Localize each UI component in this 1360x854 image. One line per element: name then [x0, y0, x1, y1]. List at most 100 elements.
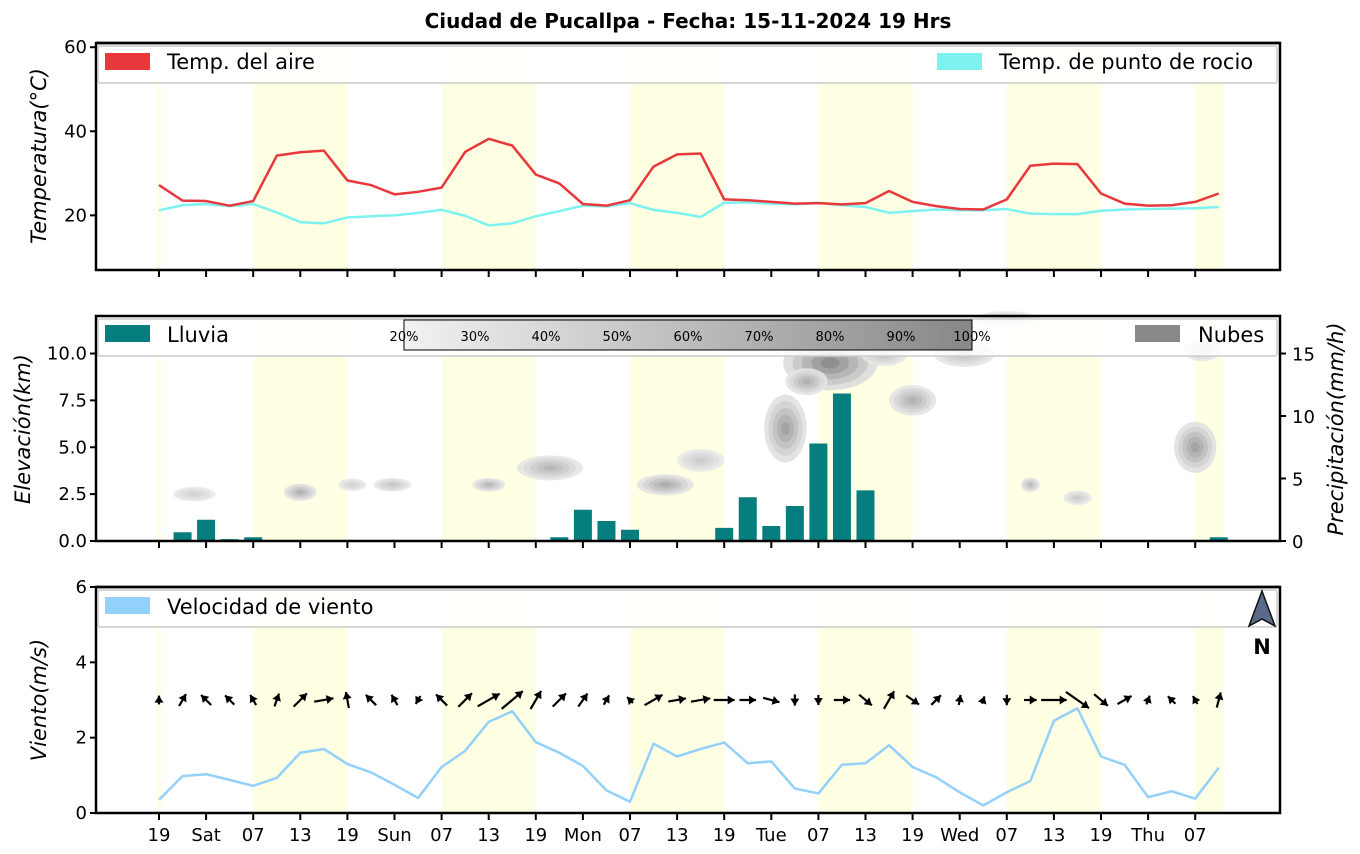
- wind-arrow-head: [1192, 696, 1201, 705]
- wind-arrow: [713, 695, 735, 705]
- y-tick-label: 60: [64, 37, 87, 58]
- wind-arrow: [1214, 692, 1224, 708]
- legend-label-rain: Lluvia: [167, 323, 229, 347]
- wind-arrow: [1116, 694, 1133, 706]
- chart-title: Ciudad de Pucallpa - Fecha: 15-11-2024 1…: [425, 9, 952, 33]
- cloud-contour: [659, 482, 671, 487]
- wind-arrow: [813, 694, 823, 706]
- wind-arrow-head: [977, 696, 987, 705]
- rain-bar: [832, 393, 851, 541]
- wind-arrow-head: [863, 697, 872, 706]
- wind-arrow-head: [790, 698, 800, 706]
- wind-arrow-head: [702, 695, 711, 704]
- wind-arrow: [690, 695, 711, 704]
- cloud-contour: [349, 483, 355, 487]
- wind-arrow-head: [1080, 700, 1090, 709]
- wind-arrow: [954, 694, 964, 706]
- wind-arrow-head: [910, 696, 920, 705]
- legend-swatch-rain: [105, 325, 150, 342]
- legend-box: [97, 45, 1278, 84]
- wind-arrow-head: [627, 697, 636, 706]
- wind-arrow: [1093, 693, 1109, 707]
- rain-bar: [573, 509, 592, 541]
- x-tick-label: 07: [995, 825, 1018, 846]
- wind-arrow-head: [225, 695, 234, 704]
- wind-arrow: [858, 693, 873, 707]
- cloud-scale-label: 40%: [532, 330, 561, 345]
- x-tick-label: 07: [619, 825, 642, 846]
- wind-arrow: [977, 696, 987, 705]
- rain-bar: [173, 532, 192, 541]
- wind-direction-arrows: [154, 690, 1224, 710]
- cloud-contour: [802, 378, 811, 385]
- wind-arrow: [626, 696, 636, 706]
- wind-arrow: [414, 695, 424, 705]
- wind-arrow-head: [298, 693, 307, 702]
- cloud-scale-label: 90%: [887, 330, 916, 345]
- temperature-panel: 20 40 60 Temp. del aire Temp. de punto de ro…: [27, 37, 1282, 277]
- rain-bar: [809, 443, 828, 541]
- wind-arrow: [577, 692, 589, 708]
- wind-arrow-head: [727, 695, 735, 705]
- y-tick-label: 7.5: [58, 390, 87, 411]
- legend-label-air: Temp. del aire: [166, 50, 315, 74]
- y-tick-label: 2: [76, 728, 87, 749]
- y-tick-label-right: 10: [1292, 407, 1315, 428]
- wind-arrow: [1167, 695, 1177, 705]
- temperature-series: [158, 137, 1220, 227]
- x-tick-label: 13: [289, 825, 312, 846]
- wind-arrow: [833, 695, 851, 705]
- cloud-contour: [1074, 496, 1081, 500]
- y-axis-label: Viento(m/s): [27, 639, 51, 761]
- y-axis-label: Temperatura(°C): [27, 68, 51, 244]
- x-tick-label: 19: [524, 825, 547, 846]
- wind-arrow-head: [1143, 695, 1152, 704]
- daytime-band: [157, 319, 161, 541]
- x-tick-label: 13: [854, 825, 877, 846]
- plot-frame: [94, 314, 1282, 543]
- y-tick-label: 10.0: [47, 344, 87, 365]
- wind-arrow: [790, 694, 800, 706]
- wind-arrow: [200, 694, 212, 706]
- x-tick-label: 13: [477, 825, 500, 846]
- wind-arrow-head: [932, 695, 941, 704]
- wind-arrow: [477, 692, 501, 708]
- north-arrow-shape: [1247, 588, 1277, 628]
- wind-arrow: [178, 693, 187, 707]
- x-tick-label: 19: [336, 825, 359, 846]
- cloud-contour: [190, 492, 199, 496]
- wind-arrow: [154, 695, 164, 705]
- rain-bar: [244, 537, 263, 541]
- wind-arrow-head: [1123, 695, 1132, 704]
- cloud-scale-label: 60%: [674, 330, 703, 345]
- wind-arrow-head: [1029, 695, 1037, 705]
- wind-arrow: [292, 692, 308, 708]
- wind-arrow: [529, 690, 543, 710]
- wind-arrow: [1023, 695, 1037, 705]
- legend-label-clouds: Nubes: [1198, 323, 1264, 347]
- wind-arrow: [1143, 695, 1152, 705]
- legend-swatch-dew: [937, 53, 982, 70]
- wind-arrow: [364, 694, 377, 706]
- wind-arrow: [457, 692, 473, 708]
- wind-panel: 0 2 4 6 Velocidad de viento N Viento(m/s): [27, 577, 1282, 824]
- cloud-contour: [543, 465, 557, 471]
- cloud-scale-label: 70%: [745, 330, 774, 345]
- wind-arrow-head: [1002, 698, 1012, 706]
- wind-arrow: [224, 694, 236, 706]
- wind-arrow-head: [771, 696, 780, 705]
- rain-bar: [715, 527, 734, 541]
- x-tick-label: 19: [1090, 825, 1113, 846]
- y-tick-label: 0.0: [58, 531, 87, 552]
- wind-arrow-head: [954, 694, 964, 703]
- wind-arrow-head: [272, 693, 281, 702]
- wind-arrow-head: [436, 694, 445, 703]
- wind-arrow: [390, 694, 399, 706]
- wind-arrow-head: [1059, 695, 1067, 705]
- wind-arrow-head: [678, 695, 686, 705]
- wind-arrow-head: [1214, 692, 1224, 701]
- legend-swatch-clouds: [1135, 325, 1180, 342]
- wind-arrow: [1191, 695, 1201, 705]
- wind-speed-line: [158, 707, 1220, 807]
